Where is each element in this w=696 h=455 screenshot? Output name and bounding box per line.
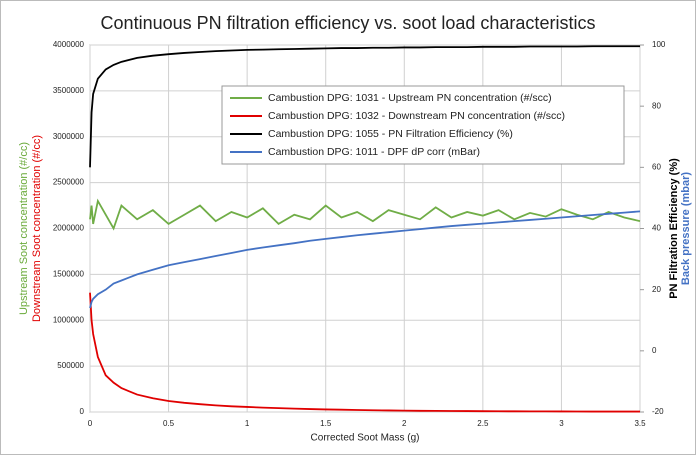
y-axis-title: Upstream Soot concentration (#/cc): [18, 142, 30, 315]
y-tick-label: 0: [80, 407, 85, 416]
y-tick-label: 500000: [57, 361, 84, 370]
y2-tick-label: 60: [652, 162, 661, 171]
legend-label: Cambustion DPG: 1011 - DPF dP corr (mBar…: [268, 146, 480, 158]
legend-label: Cambustion DPG: 1032 - Downstream PN con…: [268, 110, 565, 122]
x-tick-label: 1.5: [320, 419, 332, 428]
legend-label: Cambustion DPG: 1031 - Upstream PN conce…: [268, 92, 552, 104]
x-tick-label: 3.5: [634, 419, 646, 428]
chart-title: Continuous PN filtration efficiency vs. …: [101, 13, 596, 33]
y2-tick-label: 40: [652, 224, 661, 233]
y-tick-label: 2000000: [53, 224, 85, 233]
y-tick-label: 4000000: [53, 40, 85, 49]
y2-axis-title: Back pressure (mbar): [680, 172, 692, 285]
series-line: [89, 45, 640, 168]
y2-tick-label: 80: [652, 101, 661, 110]
series-line: [89, 198, 641, 231]
series-line: [89, 292, 640, 413]
y2-tick-label: -20: [652, 407, 664, 416]
x-tick-label: 3: [559, 419, 564, 428]
legend: Cambustion DPG: 1031 - Upstream PN conce…: [221, 85, 625, 165]
x-tick-label: 2: [402, 419, 407, 428]
legend-label: Cambustion DPG: 1055 - PN Filtration Eff…: [268, 128, 513, 140]
y-tick-label: 1500000: [53, 269, 85, 278]
x-tick-label: 0.5: [163, 419, 175, 428]
y2-tick-label: 100: [652, 40, 666, 49]
x-axis-title: Corrected Soot Mass (g): [311, 433, 420, 444]
x-tick-label: 2.5: [477, 419, 489, 428]
y-tick-label: 2500000: [53, 178, 85, 187]
y-tick-label: 3500000: [53, 86, 85, 95]
y2-tick-label: 20: [652, 285, 661, 294]
x-tick-label: 0: [88, 419, 93, 428]
y-axis-title: Downstream Soot concentration (#/cc): [31, 135, 43, 322]
y-tick-label: 1000000: [53, 315, 85, 324]
y2-tick-label: 0: [652, 346, 657, 355]
y2-axis-title: PN Filtration Efficiency (%): [668, 158, 680, 299]
legend-box: [221, 85, 625, 165]
x-tick-label: 1: [245, 419, 250, 428]
y-tick-label: 3000000: [53, 132, 85, 141]
series-line: [89, 210, 641, 309]
